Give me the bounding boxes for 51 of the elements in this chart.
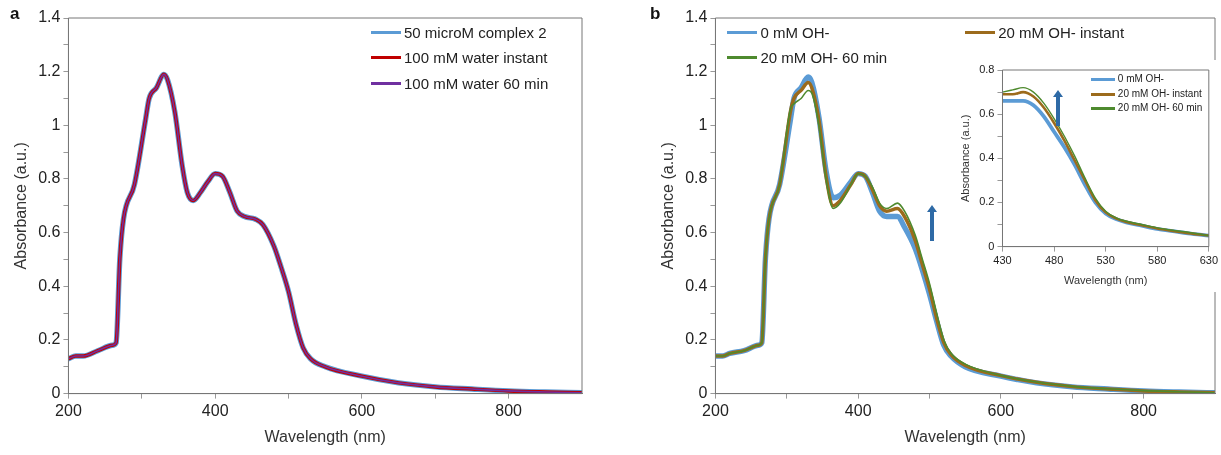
x-tick-label: 200 bbox=[702, 401, 729, 419]
y-tick-label: 0.8 bbox=[979, 63, 995, 76]
y-tick-label: 0.4 bbox=[979, 151, 995, 164]
legend-label: 20 mM OH- 60 min bbox=[1117, 102, 1203, 114]
x-tick-label: 200 bbox=[55, 401, 82, 419]
y-tick-label: 0.2 bbox=[685, 330, 708, 348]
x-tick-label: 580 bbox=[1148, 254, 1167, 267]
x-tick-label: 530 bbox=[1096, 254, 1115, 267]
y-tick-label: 0.2 bbox=[38, 330, 61, 348]
y-tick-label: 0 bbox=[988, 239, 995, 252]
x-tick-label: 430 bbox=[993, 254, 1012, 267]
legend-label: 20 mM OH- instant bbox=[1117, 87, 1202, 99]
y-tick-label: 0.6 bbox=[38, 223, 61, 241]
legend-label: 0 mM OH- bbox=[1117, 73, 1164, 85]
x-axis-title: Wavelength (nm) bbox=[904, 427, 1026, 445]
legend-label: 20 mM OH- 60 min bbox=[760, 49, 888, 67]
legend-label: 20 mM OH- instant bbox=[998, 24, 1125, 42]
x-tick-label: 600 bbox=[987, 401, 1015, 419]
y-tick-label: 1.4 bbox=[38, 8, 61, 26]
x-tick-label: 480 bbox=[1044, 254, 1064, 267]
y-axis-title: Absorbance (a.u.) bbox=[12, 142, 30, 270]
y-tick-label: 0.2 bbox=[979, 195, 995, 208]
y-tick-label: 0.8 bbox=[38, 169, 61, 187]
y-axis-title: Absorbance (a.u.) bbox=[958, 114, 971, 203]
x-tick-label: 800 bbox=[1130, 401, 1158, 419]
y-tick-label: 0.6 bbox=[979, 107, 995, 120]
y-tick-label: 1 bbox=[698, 115, 708, 133]
x-tick-label: 400 bbox=[844, 401, 872, 419]
x-tick-label: 630 bbox=[1199, 254, 1218, 267]
y-tick-label: 0 bbox=[51, 384, 61, 402]
y-tick-label: 1.4 bbox=[685, 8, 708, 26]
y-tick-label: 1 bbox=[51, 115, 61, 133]
x-tick-label: 600 bbox=[348, 401, 376, 419]
y-tick-label: 1.2 bbox=[38, 62, 61, 80]
y-tick-label: 0.4 bbox=[685, 276, 708, 294]
y-tick-label: 0.6 bbox=[685, 223, 708, 241]
legend-label: 0 mM OH- bbox=[760, 24, 830, 42]
x-tick-label: 400 bbox=[201, 401, 229, 419]
x-tick-label: 800 bbox=[495, 401, 523, 419]
legend-label: 100 mM water 60 min bbox=[404, 74, 549, 92]
y-tick-label: 0.8 bbox=[685, 169, 708, 187]
y-tick-label: 0 bbox=[698, 384, 708, 402]
legend-label: 50 microM complex 2 bbox=[404, 24, 547, 42]
chart-title: a bbox=[10, 4, 20, 24]
y-tick-label: 0.4 bbox=[38, 276, 61, 294]
chart-title: b bbox=[650, 4, 661, 24]
x-axis-title: Wavelength (nm) bbox=[264, 427, 386, 445]
y-axis-title: Absorbance (a.u.) bbox=[659, 142, 677, 270]
y-tick-label: 1.2 bbox=[685, 62, 708, 80]
legend-label: 100 mM water instant bbox=[404, 49, 548, 67]
x-axis-title: Wavelength (nm) bbox=[1063, 274, 1148, 287]
